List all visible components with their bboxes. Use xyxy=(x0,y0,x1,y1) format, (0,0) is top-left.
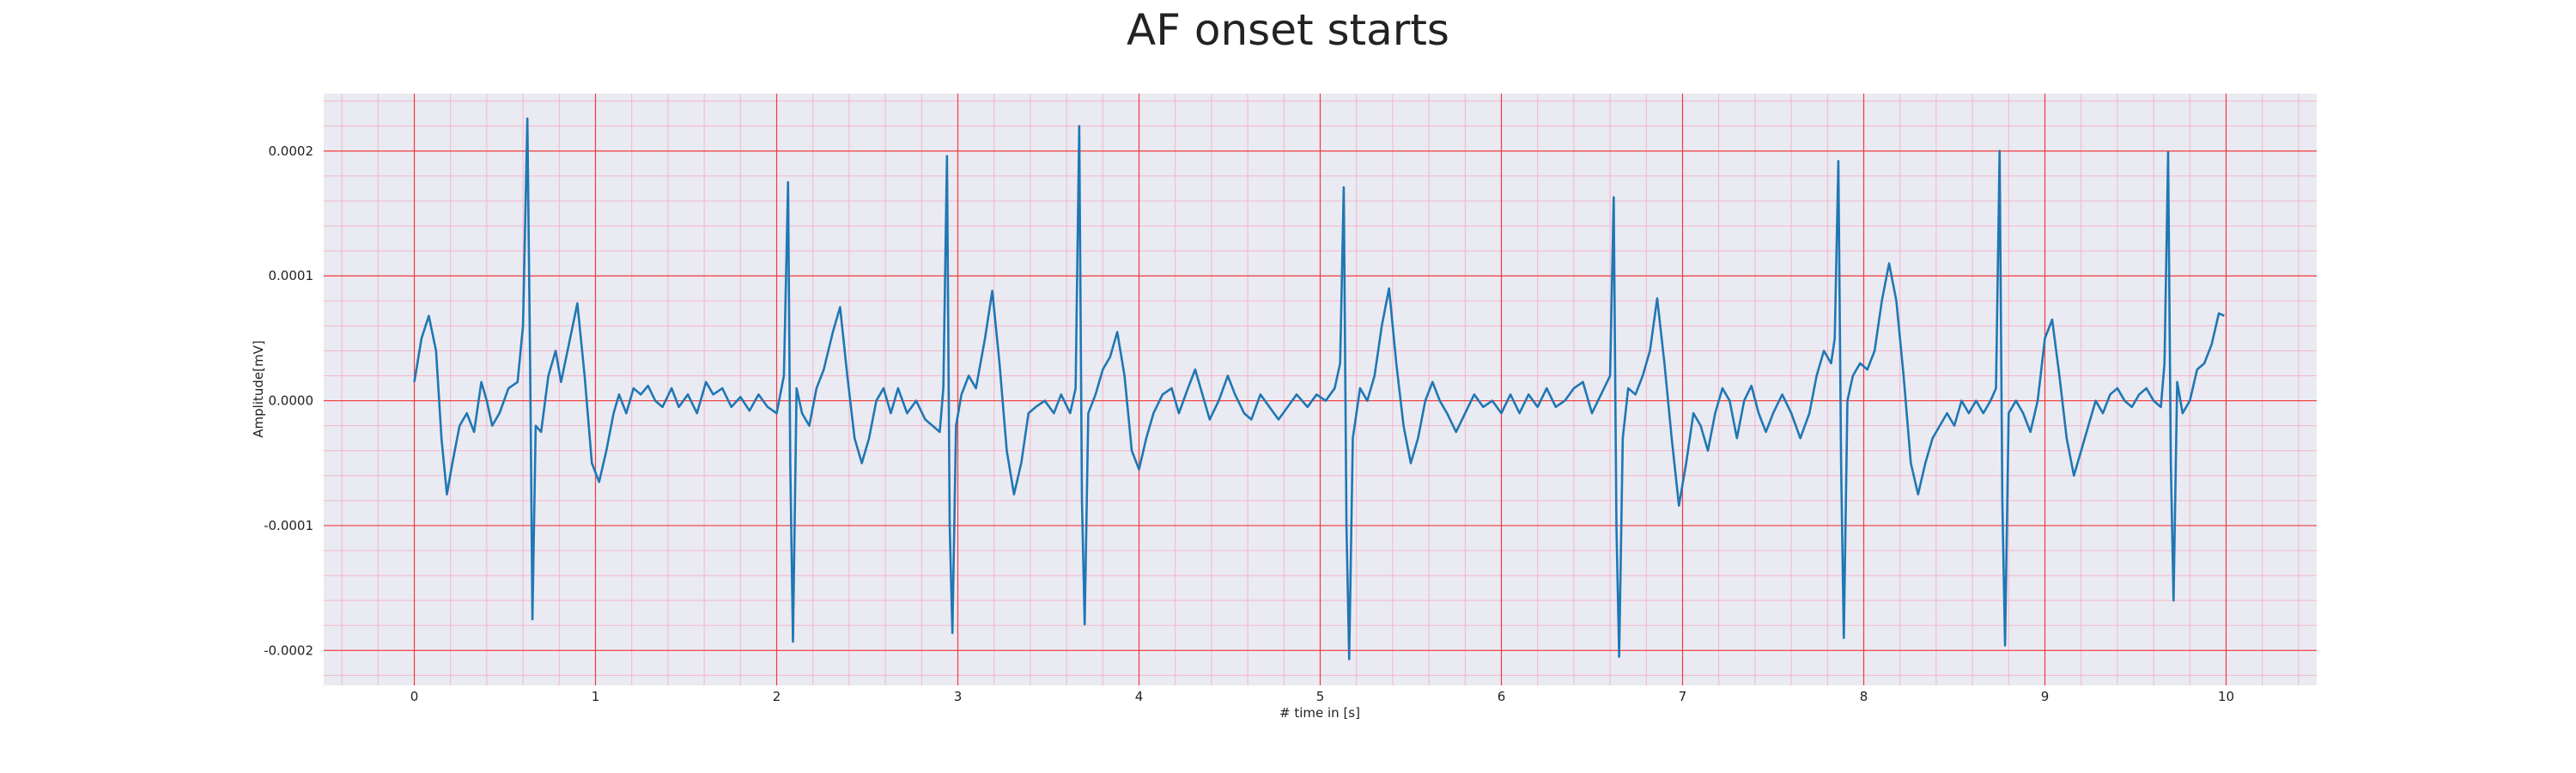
major-grid xyxy=(324,94,2317,685)
x-tick-label: 7 xyxy=(1679,689,1687,704)
x-tick-label: 5 xyxy=(1316,689,1325,704)
ecg-line xyxy=(413,117,2225,660)
x-tick-label: 6 xyxy=(1498,689,1506,704)
y-axis-label: Amplitude[mV] xyxy=(251,340,266,437)
x-tick-label: 1 xyxy=(592,689,600,704)
x-tick-label: 8 xyxy=(1860,689,1868,704)
x-axis-label: # time in [s] xyxy=(1279,705,1360,721)
chart-title: AF onset starts xyxy=(1127,5,1449,55)
y-tick-label: 0.0000 xyxy=(269,393,314,409)
x-tick-label: 3 xyxy=(954,689,963,704)
x-tick-label: 0 xyxy=(410,689,419,704)
y-tick-label: 0.0002 xyxy=(269,143,314,159)
x-tick-label: 10 xyxy=(2218,689,2234,704)
y-tick-label: -0.0001 xyxy=(264,518,313,533)
x-tick-label: 4 xyxy=(1135,689,1144,704)
x-tick-label: 2 xyxy=(773,689,781,704)
x-tick-label: 9 xyxy=(2041,689,2050,704)
y-tick-label: 0.0001 xyxy=(269,268,314,283)
y-tick-label: -0.0002 xyxy=(264,642,313,658)
